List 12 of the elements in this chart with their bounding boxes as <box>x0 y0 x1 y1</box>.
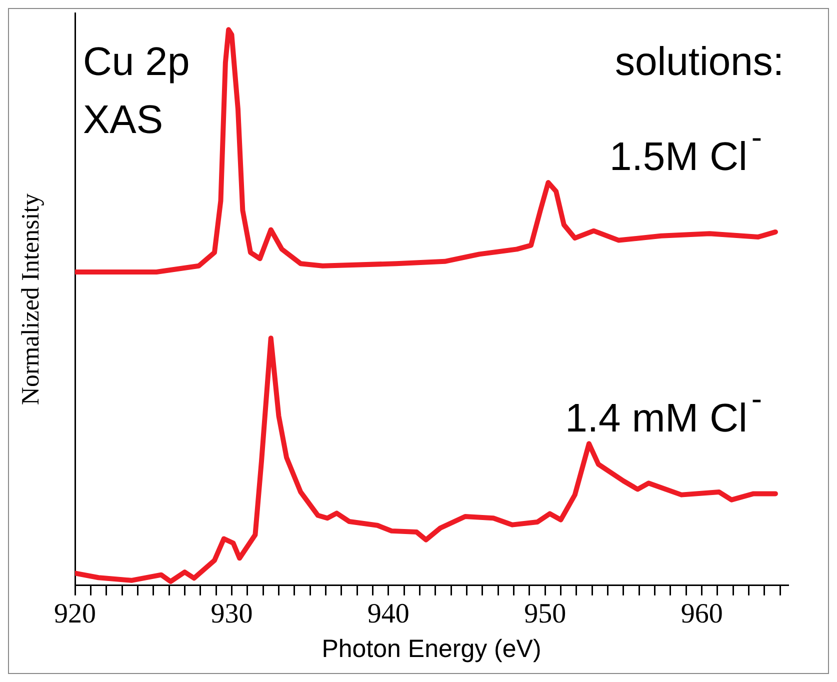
annotation: solutions: <box>615 40 784 84</box>
annotation: XAS <box>83 98 164 142</box>
annotation: Cu 2p <box>83 40 190 84</box>
x-tick-label: 920 <box>54 598 96 630</box>
x-tick-label: 950 <box>524 598 566 630</box>
x-tick-label: 940 <box>367 598 410 630</box>
x-axis-title: Photon Energy (eV) <box>322 634 542 663</box>
x-tick-label: 960 <box>680 598 723 630</box>
series-label: 1.5M Cl- <box>610 118 762 179</box>
series-label: 1.4 mM Cl- <box>565 380 762 441</box>
y-axis-title: Normalized Intensity <box>18 192 45 406</box>
x-tick-label: 930 <box>210 598 253 630</box>
